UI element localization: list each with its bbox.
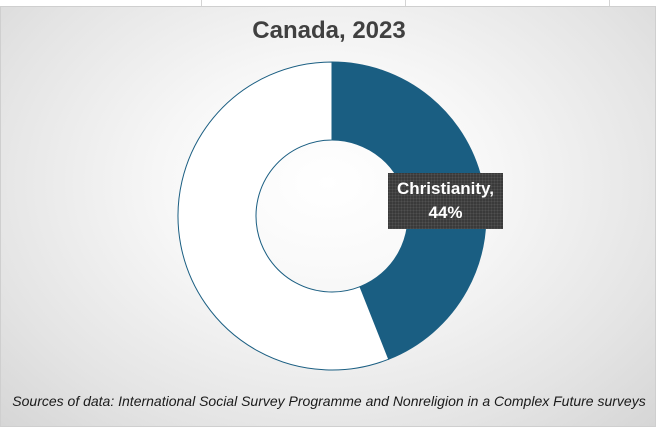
grid-column-line [201,0,202,6]
source-note: Sources of data: International Social Su… [12,393,646,409]
chart-title[interactable]: Canada, 2023 [252,17,406,44]
donut-chart[interactable] [1,7,657,428]
data-label-category: Christianity, [397,179,494,198]
grid-column-line [609,0,610,6]
chart-area[interactable]: Canada, 2023 Christianity, 44% Sources o… [0,6,656,427]
donut-slice-other[interactable] [177,61,390,371]
data-label-christianity[interactable]: Christianity, 44% [388,173,503,229]
grid-column-line [405,0,406,6]
data-label-value: 44% [428,203,463,222]
